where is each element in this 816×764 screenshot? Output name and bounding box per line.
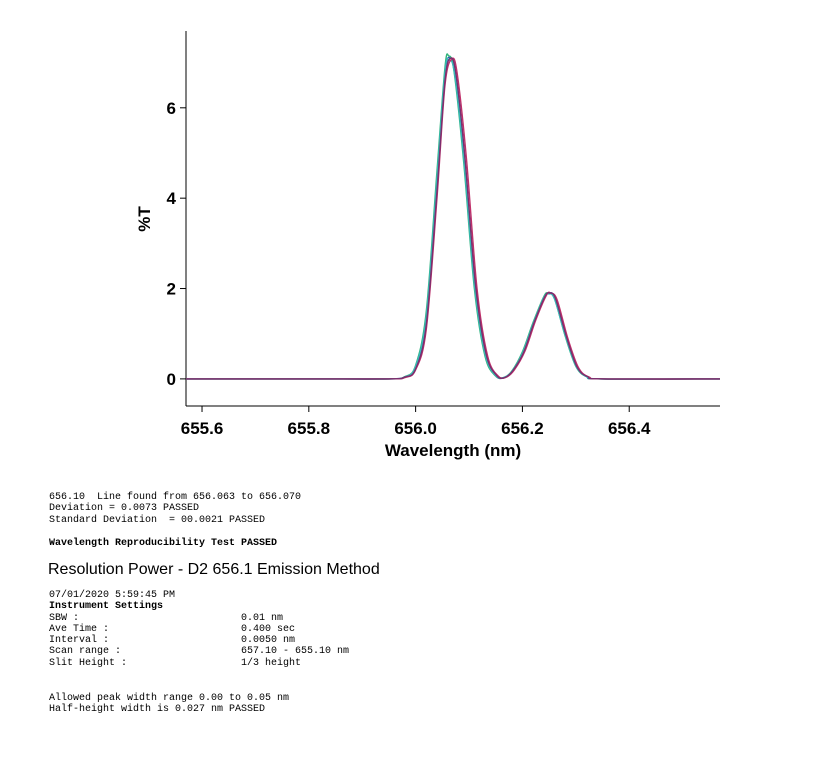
setting-key: Ave Time :: [49, 623, 110, 635]
series-line-3: [185, 57, 721, 380]
y-tick-label: 0: [167, 370, 176, 389]
setting-row: Interval : 0.0050 nm: [49, 635, 349, 646]
x-tick-label: 655.8: [288, 419, 331, 438]
setting-row: Ave Time : 0.400 sec: [49, 624, 349, 635]
half-height-text: Half-height width is 0.027 nm PASSED: [49, 704, 266, 716]
x-tick-label: 656.0: [394, 419, 437, 438]
setting-value: 1/3 height: [241, 657, 302, 669]
line-found-text: 656.10 Line found from 656.063 to 656.07…: [49, 492, 302, 503]
line-found-block: 656.10 Line found from 656.063 to 656.07…: [49, 492, 301, 526]
series-line-2: [185, 53, 721, 380]
setting-row: Slit Height : 1/3 height: [49, 658, 349, 669]
x-ticks: 655.6 655.8 656.0 656.2 656.4: [181, 406, 651, 438]
test-result-text: Wavelength Reproducibility Test PASSED: [49, 538, 278, 549]
y-tick-label: 4: [167, 189, 177, 208]
y-axis-title: %T: [135, 206, 154, 232]
peak-width-block: Allowed peak width range 0.00 to 0.05 nm…: [49, 693, 289, 716]
allowed-range-text: Allowed peak width range 0.00 to 0.05 nm: [49, 693, 290, 704]
setting-value: 657.10 - 655.10 nm: [241, 646, 350, 658]
setting-key: Slit Height :: [49, 657, 128, 669]
series-line-1: [185, 56, 721, 380]
series-lines: [185, 53, 721, 380]
setting-value: 0.01 nm: [241, 612, 284, 624]
series-line-5: [185, 57, 721, 380]
std-deviation-text: Standard Deviation = 00.0021 PASSED: [49, 514, 266, 526]
y-ticks: 0 2 4 6: [167, 99, 186, 389]
setting-value: 0.400 sec: [241, 623, 296, 635]
spectrum-chart: 0 2 4 6 655.6 655.8 656.0 656.2 656.4 Wavelengt…: [135, 31, 721, 460]
setting-key: Interval :: [49, 635, 110, 647]
setting-row: SBW : 0.01 nm: [49, 613, 349, 624]
method-heading: Resolution Power - D2 656.1 Emission Met…: [48, 561, 380, 578]
setting-row: Scan range : 657.10 - 655.10 nm: [49, 646, 349, 657]
settings-block: 07/01/2020 5:59:45 PM Instrument Setting…: [49, 590, 349, 669]
settings-title: Instrument Settings: [49, 601, 164, 613]
x-tick-label: 656.2: [501, 419, 544, 438]
x-tick-label: 656.4: [608, 419, 651, 438]
y-tick-label: 6: [167, 99, 176, 118]
timestamp: 07/01/2020 5:59:45 PM: [49, 590, 176, 601]
deviation-text: Deviation = 0.0073 PASSED: [49, 503, 200, 515]
series-line-4: [185, 57, 721, 380]
setting-value: 0.0050 nm: [241, 635, 296, 647]
x-tick-label: 655.6: [181, 419, 224, 438]
setting-key: Scan range :: [49, 646, 122, 658]
x-axis-title: Wavelength (nm): [385, 441, 521, 460]
y-tick-label: 2: [167, 280, 176, 299]
test-result: Wavelength Reproducibility Test PASSED: [49, 538, 277, 549]
setting-key: SBW :: [49, 612, 80, 624]
